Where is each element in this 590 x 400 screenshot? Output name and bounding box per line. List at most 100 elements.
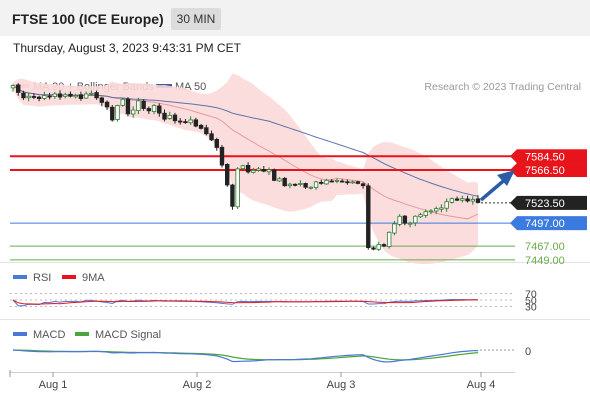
rsi-level-label: 30: [525, 302, 537, 314]
candle-body: [99, 97, 105, 103]
candle-body: [339, 180, 345, 183]
candle-body: [219, 146, 225, 166]
candle-body: [292, 183, 298, 186]
rsi-ma-legend-swatch: [62, 275, 76, 279]
rsi-ma-line: [12, 299, 479, 305]
candle-body: [204, 127, 209, 135]
candle-body: [350, 181, 355, 184]
candle-body: [428, 210, 434, 213]
last-level-tag-pointer: [510, 195, 517, 210]
candle-body: [209, 133, 214, 141]
candle-body: [151, 105, 157, 112]
candle-body: [214, 139, 219, 148]
candle-body: [89, 92, 94, 95]
macd-legend-label: MACD: [33, 329, 65, 341]
macd-signal-legend-swatch: [75, 332, 89, 336]
candle-body: [272, 169, 277, 181]
candle-body: [183, 121, 188, 124]
candle-body: [475, 198, 481, 203]
candle-body: [68, 93, 73, 97]
candle-body: [235, 168, 240, 208]
candle-body: [157, 105, 162, 114]
candle-body: [42, 95, 47, 99]
candle-body: [329, 180, 334, 183]
resistance-level-tag-pointer: [510, 163, 517, 178]
support-level-label: 7467.00: [525, 241, 565, 253]
x-tick-label: Aug 1: [39, 379, 68, 391]
candle-body: [423, 211, 428, 216]
resistance-level-label: 7584.50: [525, 151, 565, 163]
candle-body: [345, 181, 350, 184]
forecast-arrow-head: [497, 170, 515, 186]
candle-body: [94, 92, 99, 99]
macd-level-label: 0: [525, 346, 531, 358]
x-tick-label: Aug 2: [183, 379, 212, 391]
candle-body: [413, 215, 418, 224]
candle-body: [298, 183, 303, 185]
candle-body: [52, 93, 57, 97]
resistance-level-tag-pointer: [510, 149, 517, 164]
resistance-level-label: 7566.50: [525, 165, 565, 177]
candle-body: [454, 198, 460, 201]
candle-body: [402, 215, 408, 224]
candle-body: [21, 92, 26, 99]
candle-body: [177, 120, 183, 123]
candlestick-series: [10, 83, 481, 251]
bollinger-band: [13, 73, 478, 265]
price-levels: 7584.50 7566.50 7523.50 7497.00 7467.00 7449.…: [10, 149, 587, 267]
rsi-legend: RSI 9MA: [13, 272, 105, 284]
resistance-level-tag: [517, 163, 587, 178]
candle-body: [319, 181, 324, 184]
rsi-legend-swatch: [13, 275, 27, 279]
candle-body: [245, 164, 251, 173]
candle-body: [287, 183, 293, 187]
candle-body: [334, 179, 340, 182]
last-level-label: 7523.50: [525, 198, 565, 210]
resistance-level-tag: [517, 149, 587, 164]
candle-body: [392, 223, 397, 234]
candle-body: [31, 96, 37, 98]
candle-body: [313, 181, 319, 188]
candle-body: [460, 198, 465, 201]
rsi-line: [12, 298, 479, 307]
macd-legend-swatch: [13, 332, 27, 336]
candle-body: [188, 119, 193, 124]
candle-body: [418, 214, 423, 218]
rsi-level-label: 50: [525, 295, 537, 307]
candle-body: [261, 169, 266, 172]
candle-body: [125, 98, 131, 115]
support-level-label: 7449.00: [525, 255, 565, 267]
x-tick-label: Aug 4: [467, 379, 496, 391]
candle-body: [282, 177, 287, 187]
candle-body: [277, 178, 282, 182]
candle-body: [324, 179, 329, 185]
candle-body: [141, 100, 146, 109]
candle-body: [130, 109, 136, 115]
candle-body: [167, 114, 172, 119]
candle-body: [434, 208, 439, 212]
candle-body: [465, 198, 470, 202]
candle-body: [193, 119, 199, 127]
macd-line: [12, 349, 479, 363]
rsi-ma-legend-label: 9MA: [82, 272, 105, 284]
pivot-level-tag: [517, 216, 587, 231]
candle-body: [308, 186, 314, 189]
x-tick-label: Aug 3: [327, 379, 356, 391]
candle-body: [470, 199, 475, 202]
x-axis-ticks: Aug 1 Aug 2 Aug 3 Aug 4: [9, 370, 496, 391]
candle-body: [355, 181, 361, 184]
candle-body: [120, 98, 125, 106]
candle-body: [407, 222, 413, 225]
timeframe-badge[interactable]: 30 MIN: [171, 8, 221, 30]
candle-body: [110, 106, 115, 121]
candle-body: [366, 185, 371, 249]
header-bar: FTSE 100 (ICE Europe) 30 MIN: [0, 0, 590, 36]
candle-body: [10, 85, 16, 89]
candle-body: [225, 164, 230, 186]
candle-body: [376, 244, 381, 250]
candle-body: [78, 94, 84, 99]
rsi-legend-label: RSI: [33, 272, 51, 284]
research-credit: Research © 2023 Trading Central: [424, 81, 581, 93]
